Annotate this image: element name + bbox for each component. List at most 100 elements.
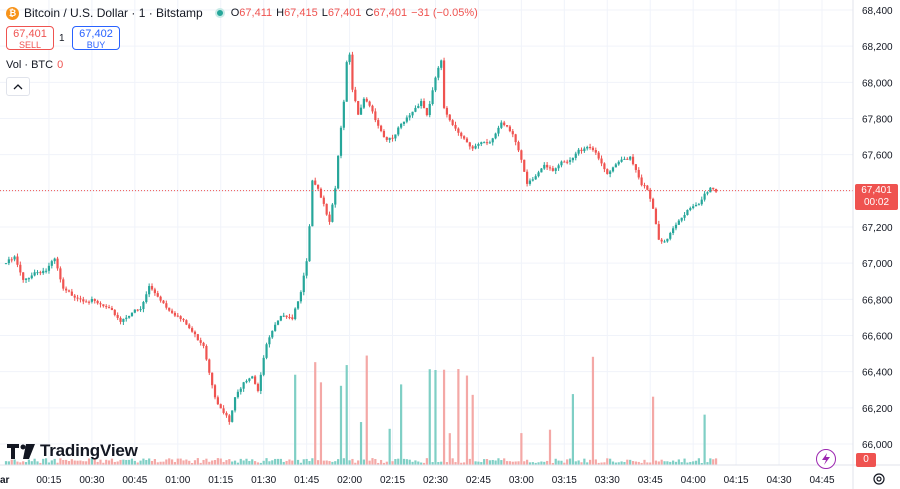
volume-bar	[162, 461, 165, 465]
volume-bar	[697, 458, 700, 465]
candle-body	[148, 286, 151, 295]
volume-bar	[523, 461, 526, 465]
candle-body	[692, 206, 695, 209]
buy-button[interactable]: 67,402 BUY	[72, 26, 120, 50]
candle-body	[202, 342, 205, 346]
volume-bar	[365, 355, 368, 465]
y-tick-label: 66,600	[862, 332, 893, 343]
tradingview-logo[interactable]: TradingView	[7, 441, 138, 461]
x-tick-label: 03:15	[552, 475, 577, 486]
last-price-label: 67,401 00:02	[855, 184, 898, 210]
ohlc-low-key: L	[321, 7, 328, 19]
candle-body	[176, 315, 179, 317]
candle-body	[185, 320, 188, 325]
candle-body	[125, 317, 128, 319]
volume-bar	[703, 414, 706, 465]
volume-bar	[305, 458, 308, 465]
volume-bar	[253, 461, 257, 465]
volume-bar	[488, 460, 491, 465]
volume-bar	[228, 459, 231, 465]
candle-body	[594, 150, 597, 153]
candle-body	[342, 101, 345, 128]
volume-bar	[62, 459, 65, 465]
candle-body	[468, 142, 471, 147]
candle-body	[428, 103, 431, 116]
volume-bar	[594, 459, 597, 465]
candle-body	[660, 239, 663, 242]
candle-body	[165, 303, 168, 308]
candle-body	[193, 331, 197, 335]
candle-body	[411, 111, 414, 116]
candle-body	[534, 176, 537, 180]
candle-body	[345, 62, 348, 102]
volume-bar	[451, 458, 454, 465]
volume-bar	[128, 459, 131, 465]
candle-body	[259, 374, 262, 391]
candle-body	[16, 256, 19, 265]
candle-body	[70, 291, 73, 296]
volume-bar	[700, 462, 703, 465]
lightning-button[interactable]	[816, 449, 836, 469]
candle-body	[611, 167, 615, 172]
candle-body	[7, 259, 10, 264]
volume-bar	[319, 382, 323, 465]
volume-bar	[471, 394, 474, 465]
volume-bar	[377, 462, 380, 465]
candle-body	[339, 127, 343, 156]
volume-bar	[551, 462, 554, 465]
candle-body	[79, 298, 82, 300]
candle-body	[488, 142, 491, 144]
candle-body	[239, 388, 242, 392]
candle-body	[474, 145, 477, 149]
volume-bar	[586, 462, 589, 465]
candle-body	[19, 264, 22, 273]
candle-body	[296, 301, 300, 309]
candle-body	[700, 199, 703, 205]
candle-body	[10, 259, 13, 261]
volume-bar	[445, 462, 449, 465]
volume-bar	[434, 370, 437, 465]
lightning-icon	[822, 453, 830, 465]
volume-bar	[205, 458, 208, 465]
volume-bar	[265, 458, 268, 465]
candle-body	[73, 295, 76, 298]
volume-bar	[611, 461, 615, 465]
volume-legend[interactable]: Vol · BTC 0	[6, 59, 63, 71]
volume-bar	[208, 461, 211, 465]
candle-body	[44, 270, 48, 272]
volume-bar	[580, 462, 583, 465]
gear-icon[interactable]	[872, 472, 886, 486]
collapse-legend-button[interactable]	[6, 77, 30, 96]
candle-body	[583, 148, 586, 152]
candle-body	[703, 193, 706, 200]
ohlc-close: 67,401	[373, 7, 408, 19]
y-tick-label: 67,000	[862, 259, 893, 270]
candle-body	[262, 357, 265, 375]
volume-bar	[454, 462, 457, 465]
volume-bar	[546, 460, 549, 465]
bar-countdown: 00:02	[863, 197, 890, 208]
candle-body	[322, 197, 325, 204]
x-tick-label: 04:45	[809, 475, 834, 486]
volume-bar	[651, 396, 655, 465]
volume-bar	[531, 462, 534, 465]
volume-bar	[271, 460, 274, 465]
x-tick-label: 02:00	[337, 475, 362, 486]
volume-bar	[465, 375, 469, 465]
volume-bar	[110, 458, 114, 465]
candle-body	[305, 261, 308, 276]
candle-body	[465, 138, 469, 143]
x-tick-label: 01:00	[165, 475, 190, 486]
candle-body	[231, 410, 234, 422]
ohlc-open-key: O	[230, 7, 240, 19]
candle-body	[417, 106, 420, 108]
volume-bar	[354, 462, 357, 465]
volume-bar	[425, 458, 428, 465]
candle-body	[379, 125, 383, 131]
volume-bar	[211, 460, 214, 465]
candle-body	[603, 163, 606, 170]
sell-button[interactable]: 67,401 SELL	[6, 26, 54, 50]
symbol-title[interactable]: Bitcoin / U.S. Dollar · 1 · Bitstamp	[24, 6, 203, 20]
